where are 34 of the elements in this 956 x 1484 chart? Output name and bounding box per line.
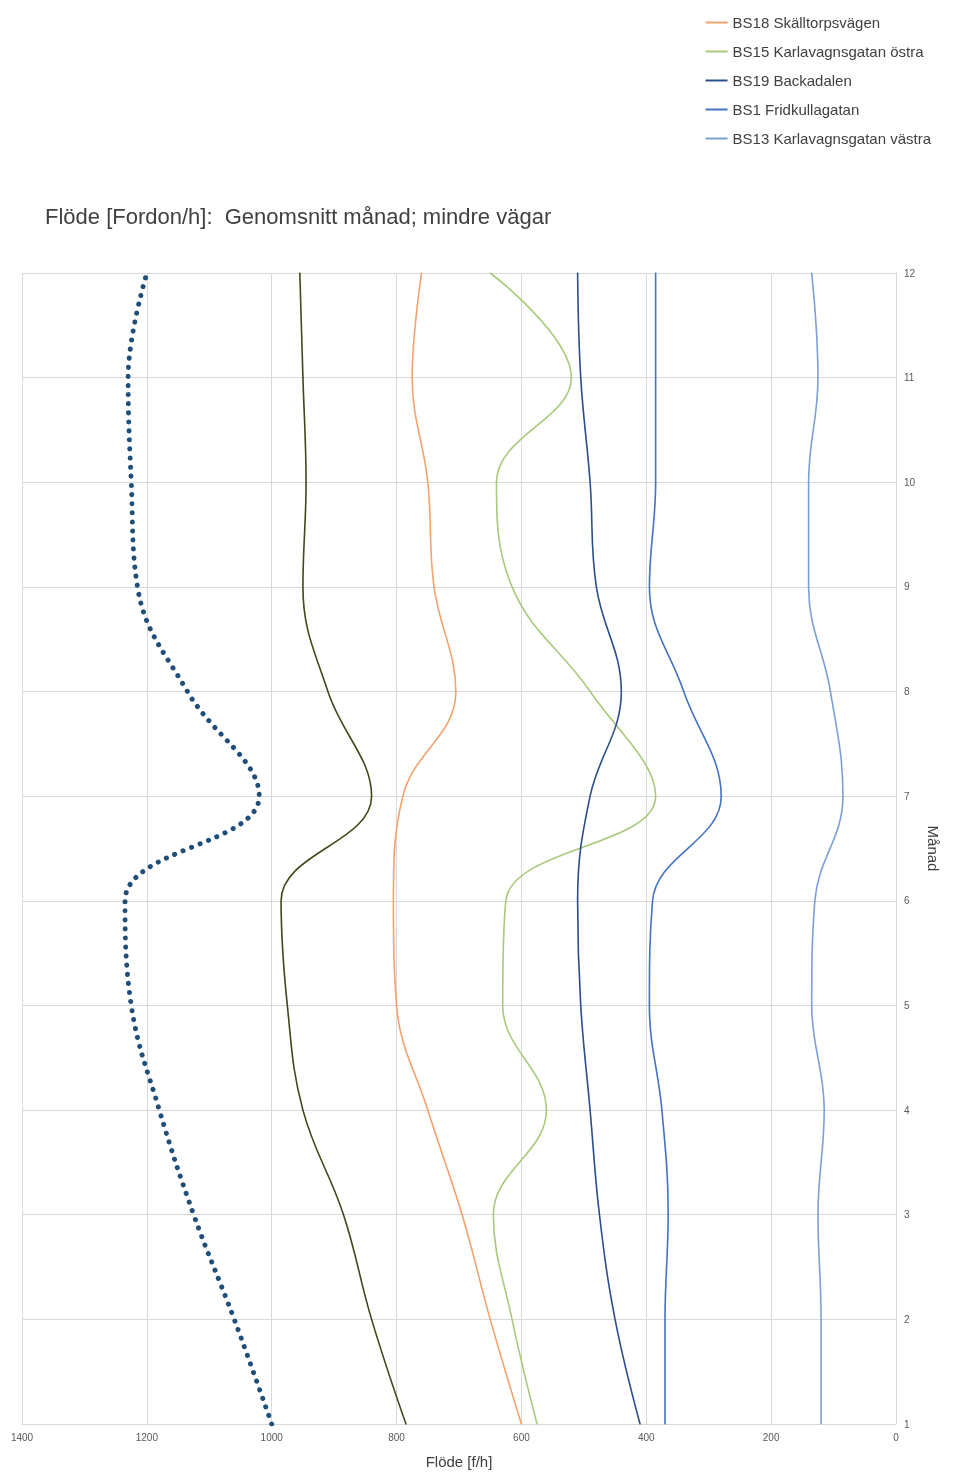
y-tick-label: 1 [904,1418,910,1430]
legend-label: BS18 Skälltorpsvägen [732,14,881,31]
line-series [489,272,657,1425]
y-tick-label: 3 [904,1209,910,1221]
legend-label: BS13 Karlavagnsgatan västra [732,130,932,147]
y-tick-label: 7 [904,790,910,802]
line-series [807,272,844,1425]
y-axis-title: Månad [925,825,943,872]
x-tick-label: 1200 [135,1431,159,1443]
legend-label: BS15 Karlavagnsgatan östra [732,43,925,60]
line-series [648,272,722,1425]
x-tick-label: 800 [388,1431,406,1443]
y-tick-label: 6 [904,895,910,907]
y-tick-label: 5 [904,999,910,1011]
y-tick-label: 9 [904,581,910,593]
x-tick-label: 200 [762,1431,780,1443]
y-tick-label: 11 [904,372,915,384]
line-series [576,272,641,1425]
line-series [392,272,523,1425]
y-tick-label: 4 [904,1104,910,1116]
x-tick-label: 600 [513,1431,531,1443]
x-tick-label: 1000 [260,1431,284,1443]
x-tick-label: 1400 [10,1431,34,1443]
y-tick-label: 10 [904,476,916,488]
x-axis-title: Flöde [f/h] [425,1453,493,1470]
x-tick-label: 400 [637,1431,656,1443]
chart-title: Flöde [Fordon/h]: Genomsnitt månad; mindre vägar [45,203,552,229]
legend-label: BS19 Backadalen [732,72,852,89]
x-tick-label: 0 [893,1431,900,1443]
y-tick-label: 8 [904,686,910,698]
y-tick-label: 2 [904,1313,910,1325]
line-series [280,272,407,1425]
legend-label: BS1 Fridkullagatan [732,101,860,118]
y-tick-label: 12 [904,267,916,279]
